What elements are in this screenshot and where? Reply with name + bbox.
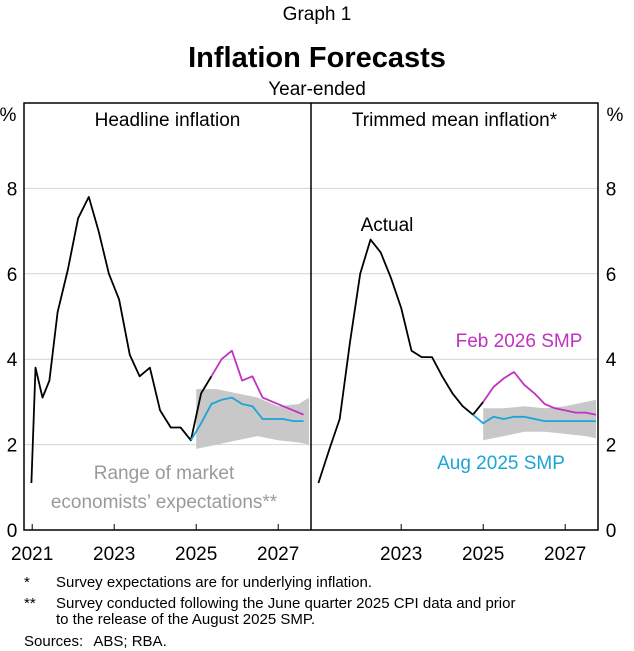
sources: Sources: ABS; RBA. — [24, 634, 624, 650]
y-tick-label-right: 0 — [606, 521, 617, 542]
y-tick-label-left: 8 — [7, 179, 18, 200]
x-tick-label: 2027 — [257, 544, 299, 565]
x-tick-label: 2025 — [175, 544, 217, 565]
y-tick-label-left: 4 — [7, 350, 18, 371]
chart-title: Inflation Forecasts — [188, 42, 446, 74]
range-label: economists’ expectations** — [51, 492, 278, 513]
series-line-actual — [317, 238, 484, 484]
y-tick-label-left: 6 — [7, 265, 18, 286]
footnote-text: Survey conducted following the June quar… — [56, 595, 516, 612]
series-line-feb-2026-smp — [482, 371, 597, 416]
x-tick-label: 2025 — [462, 544, 504, 565]
x-tick-label: 2021 — [11, 544, 53, 565]
panel-title: Headline inflation — [95, 110, 241, 131]
panel-title: Trimmed mean inflation* — [352, 110, 558, 131]
footnote-2: ** Survey conducted following the June q… — [24, 596, 624, 612]
range-band — [196, 389, 309, 449]
y-unit-right: % — [607, 105, 624, 126]
footnote-mark: ** — [24, 595, 36, 612]
series-line-aug-2025-smp — [472, 414, 596, 425]
range-label: Range of market — [94, 463, 235, 484]
series-line-aug-2025-smp — [190, 396, 304, 441]
chart-subtitle: Year-ended — [268, 79, 366, 100]
y-tick-label-right: 2 — [606, 436, 617, 457]
y-tick-label-left: 2 — [7, 436, 18, 457]
footnote-1: * Survey expectations are for underlying… — [24, 575, 624, 591]
footnote-mark: * — [24, 574, 30, 591]
y-tick-label-right: 6 — [606, 265, 617, 286]
footnote-text: Survey expectations are for underlying i… — [56, 574, 373, 591]
y-tick-label-right: 8 — [606, 179, 617, 200]
x-tick-label: 2027 — [544, 544, 586, 565]
aug-2025-smp-label: Aug 2025 SMP — [437, 453, 565, 474]
y-tick-label-left: 0 — [7, 521, 18, 542]
footnote-text: to the release of the August 2025 SMP. — [56, 611, 316, 628]
series-line-actual — [30, 195, 213, 484]
series-line-feb-2026-smp — [210, 349, 304, 416]
feb-2026-smp-label: Feb 2026 SMP — [456, 331, 583, 352]
sources-label: Sources: — [24, 633, 84, 650]
actual-label: Actual — [361, 215, 414, 236]
graph-label: Graph 1 — [282, 4, 352, 25]
y-unit-left: % — [0, 105, 17, 126]
sources-text: ABS; RBA. — [93, 633, 167, 650]
footnote-3: to the release of the August 2025 SMP. — [24, 612, 624, 628]
y-tick-label-right: 4 — [606, 350, 617, 371]
x-tick-label: 2023 — [380, 544, 422, 565]
x-tick-label: 2023 — [93, 544, 135, 565]
